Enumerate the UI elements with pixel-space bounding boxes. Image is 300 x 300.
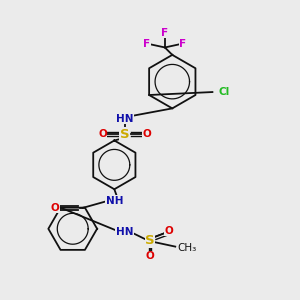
- Text: CH₃: CH₃: [177, 243, 196, 253]
- Text: S: S: [145, 234, 155, 247]
- Text: F: F: [161, 28, 168, 38]
- Text: HN: HN: [116, 227, 134, 237]
- Text: O: O: [98, 129, 107, 139]
- Text: NH: NH: [106, 196, 123, 206]
- Text: F: F: [143, 39, 151, 49]
- Text: S: S: [120, 128, 130, 141]
- Text: F: F: [179, 39, 186, 49]
- Text: O: O: [146, 251, 154, 261]
- Text: O: O: [50, 203, 59, 213]
- Text: O: O: [143, 129, 152, 139]
- Text: O: O: [165, 226, 174, 236]
- Text: HN: HN: [116, 114, 134, 124]
- Text: Cl: Cl: [218, 87, 230, 97]
